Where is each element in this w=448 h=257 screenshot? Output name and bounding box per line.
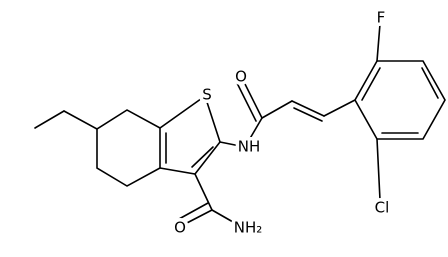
bond [244,117,263,148]
bond [376,138,381,201]
bond [323,99,356,117]
double-bond [293,107,323,122]
atom-label: NH₂ [234,219,263,237]
bond [34,110,65,129]
double-bond [191,146,214,168]
bond [376,23,381,62]
ring [96,109,161,187]
double-bond [421,67,439,99]
bonds [34,23,446,227]
bond [182,209,213,226]
bond [219,141,246,148]
double-bond [361,67,381,101]
atom-label: O [235,68,247,86]
bond [291,100,325,117]
bond [63,110,98,130]
atom-label: O [174,219,186,237]
bond [242,79,263,119]
atom-label: S [202,86,212,104]
ring [159,94,221,175]
bond [211,209,241,227]
atom-label: Cl [375,199,390,217]
ring [354,60,446,140]
double-bond [178,202,209,220]
bond [261,100,293,119]
double-bond [236,82,257,122]
atom-label: NH [238,138,261,156]
atom-label: F [377,9,386,27]
bond [194,173,213,211]
